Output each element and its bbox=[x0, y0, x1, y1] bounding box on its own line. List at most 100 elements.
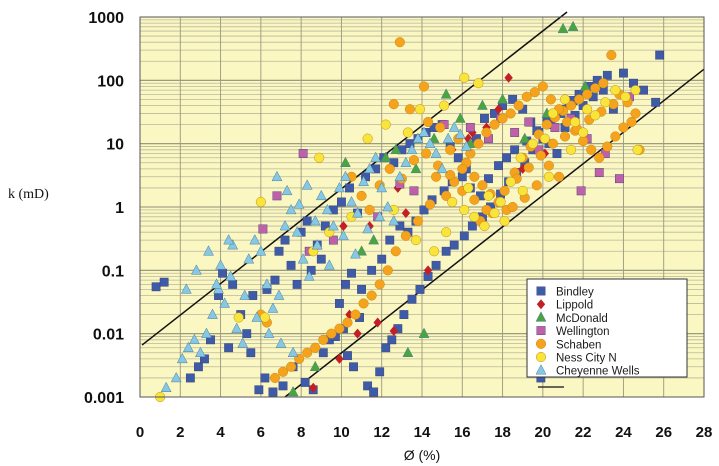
data-point-bindley bbox=[159, 277, 169, 287]
data-point-bindley bbox=[467, 221, 477, 231]
legend-marker-lippold bbox=[536, 299, 546, 310]
legend-label: Schaben bbox=[556, 339, 601, 351]
data-point-cheyenne-wells bbox=[285, 203, 297, 215]
data-point-cheyenne-wells bbox=[321, 203, 333, 215]
data-point-mcdonald bbox=[454, 112, 466, 123]
data-point-bindley bbox=[415, 284, 425, 294]
data-point-lippold bbox=[353, 328, 362, 339]
x-tick-label: 4 bbox=[216, 424, 225, 441]
data-point-bindley bbox=[502, 153, 511, 163]
data-point-bindley bbox=[349, 362, 358, 372]
data-point-bindley bbox=[151, 282, 161, 292]
legend-marker-schaben bbox=[535, 338, 547, 349]
data-point-wellington bbox=[594, 168, 604, 177]
data-point-schaben bbox=[350, 309, 361, 320]
data-point-cheyenne-wells bbox=[350, 248, 361, 259]
data-point-wellington bbox=[524, 117, 534, 127]
data-point-bindley bbox=[510, 145, 520, 155]
data-point-cheyenne-wells bbox=[243, 253, 255, 264]
data-point-schaben bbox=[445, 169, 456, 181]
data-point-schaben bbox=[422, 116, 434, 128]
data-point-cheyenne-wells bbox=[160, 381, 172, 392]
data-point-ness-city-n bbox=[610, 85, 621, 96]
data-point-cheyenne-wells bbox=[297, 253, 309, 264]
data-point-cheyenne-wells bbox=[388, 215, 400, 226]
data-point-schaben bbox=[318, 334, 329, 345]
data-point-cheyenne-wells bbox=[211, 278, 222, 289]
data-point-schaben bbox=[334, 323, 345, 334]
data-point-bindley bbox=[268, 387, 278, 397]
data-point-cheyenne-wells bbox=[180, 283, 192, 294]
data-point-cheyenne-wells bbox=[231, 322, 243, 333]
data-point-bindley bbox=[387, 335, 397, 345]
data-point-ness-city-n bbox=[570, 116, 581, 128]
data-point-bindley bbox=[335, 299, 344, 308]
data-point-schaben bbox=[400, 230, 411, 241]
data-point-cheyenne-wells bbox=[215, 259, 226, 270]
x-axis-ticks: 0 2 4 6 8 10 12 14 16 18 20 22 24 26 28 bbox=[136, 424, 713, 441]
data-point-mcdonald bbox=[418, 327, 430, 338]
y-tick-label: 1000 bbox=[88, 10, 124, 27]
data-point-schaben bbox=[342, 317, 353, 328]
data-point-cheyenne-wells bbox=[370, 151, 382, 162]
data-point-ness-city-n bbox=[632, 144, 643, 155]
data-point-lippold bbox=[335, 353, 344, 364]
data-point-bindley bbox=[300, 378, 310, 387]
data-point-schaben bbox=[374, 279, 385, 290]
x-tick-label: 2 bbox=[176, 424, 184, 441]
data-point-bindley bbox=[441, 246, 451, 256]
data-point-mcdonald bbox=[440, 88, 452, 99]
data-point-cheyenne-wells bbox=[207, 308, 218, 319]
x-tick-label: 24 bbox=[615, 424, 632, 441]
data-point-cheyenne-wells bbox=[281, 184, 293, 196]
y-tick-label: 100 bbox=[97, 73, 124, 90]
data-point-mcdonald bbox=[519, 132, 531, 143]
data-point-mcdonald bbox=[477, 99, 488, 110]
data-point-schaben bbox=[566, 100, 577, 111]
data-point-ness-city-n bbox=[233, 312, 244, 323]
legend-item-ness-city-n: Ness City N bbox=[535, 351, 617, 365]
data-point-mcdonald bbox=[557, 22, 569, 34]
data-point-schaben bbox=[547, 138, 558, 149]
data-point-mcdonald bbox=[356, 245, 367, 256]
data-point-schaben bbox=[412, 216, 424, 227]
data-point-cheyenne-wells bbox=[376, 181, 388, 193]
data-point-bindley bbox=[318, 348, 328, 358]
data-point-cheyenne-wells bbox=[255, 245, 267, 256]
data-point-schaben bbox=[606, 50, 617, 61]
data-point-cheyenne-wells bbox=[176, 352, 188, 364]
x-tick-label: 18 bbox=[494, 424, 511, 441]
data-point-cheyenne-wells bbox=[170, 371, 182, 383]
data-point-lippold bbox=[309, 382, 318, 393]
data-point-bindley bbox=[453, 153, 463, 163]
data-point-cheyenne-wells bbox=[251, 311, 263, 322]
data-point-ness-city-n bbox=[527, 138, 538, 149]
data-point-mcdonald bbox=[390, 143, 402, 155]
x-tick-label: 0 bbox=[136, 424, 144, 441]
y-tick-label: 0.01 bbox=[93, 327, 124, 344]
data-point-ness-city-n bbox=[547, 108, 558, 119]
data-point-cheyenne-wells bbox=[267, 302, 279, 313]
data-point-ness-city-n bbox=[566, 144, 577, 155]
data-point-ness-city-n bbox=[447, 196, 458, 208]
data-point-lippold bbox=[504, 72, 513, 83]
data-point-cheyenne-wells bbox=[303, 270, 315, 281]
data-point-cheyenne-wells bbox=[273, 289, 285, 300]
data-point-cheyenne-wells bbox=[195, 346, 206, 357]
data-point-bindley bbox=[552, 149, 562, 158]
data-point-schaben bbox=[326, 328, 337, 339]
data-point-cheyenne-wells bbox=[311, 239, 323, 250]
data-point-schaben bbox=[286, 361, 297, 372]
data-point-schaben bbox=[469, 194, 480, 205]
data-point-schaben bbox=[394, 37, 405, 48]
data-point-mcdonald bbox=[567, 20, 579, 32]
data-point-schaben bbox=[302, 347, 313, 358]
data-point-cheyenne-wells bbox=[460, 140, 472, 151]
data-point-cheyenne-wells bbox=[424, 137, 436, 148]
data-point-bindley bbox=[254, 385, 264, 395]
data-point-schaben bbox=[269, 372, 281, 383]
data-point-bindley bbox=[395, 221, 405, 231]
data-point-cheyenne-wells bbox=[400, 156, 412, 167]
data-point-schaben bbox=[602, 141, 613, 152]
